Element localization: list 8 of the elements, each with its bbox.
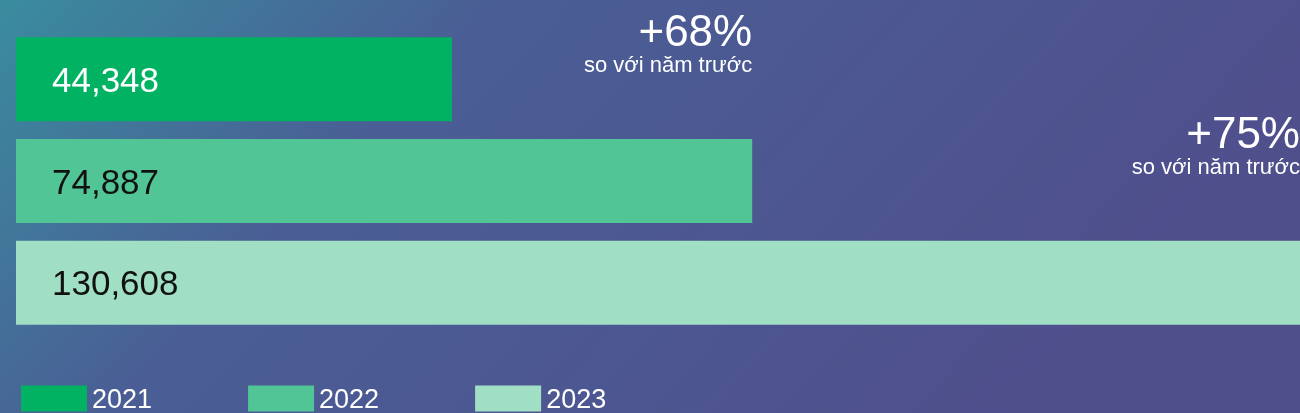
legend-label: 2022	[319, 383, 380, 413]
annotation: +68% so với năm trước	[583, 5, 753, 77]
data-label: 44,348	[52, 59, 160, 99]
legend-label: 2021	[92, 383, 153, 413]
data-label: 74,887	[52, 161, 160, 201]
data-label: 130,608	[52, 263, 179, 303]
legend-label: 2023	[546, 383, 607, 413]
annotation: +75% so với năm trước	[1131, 107, 1300, 179]
